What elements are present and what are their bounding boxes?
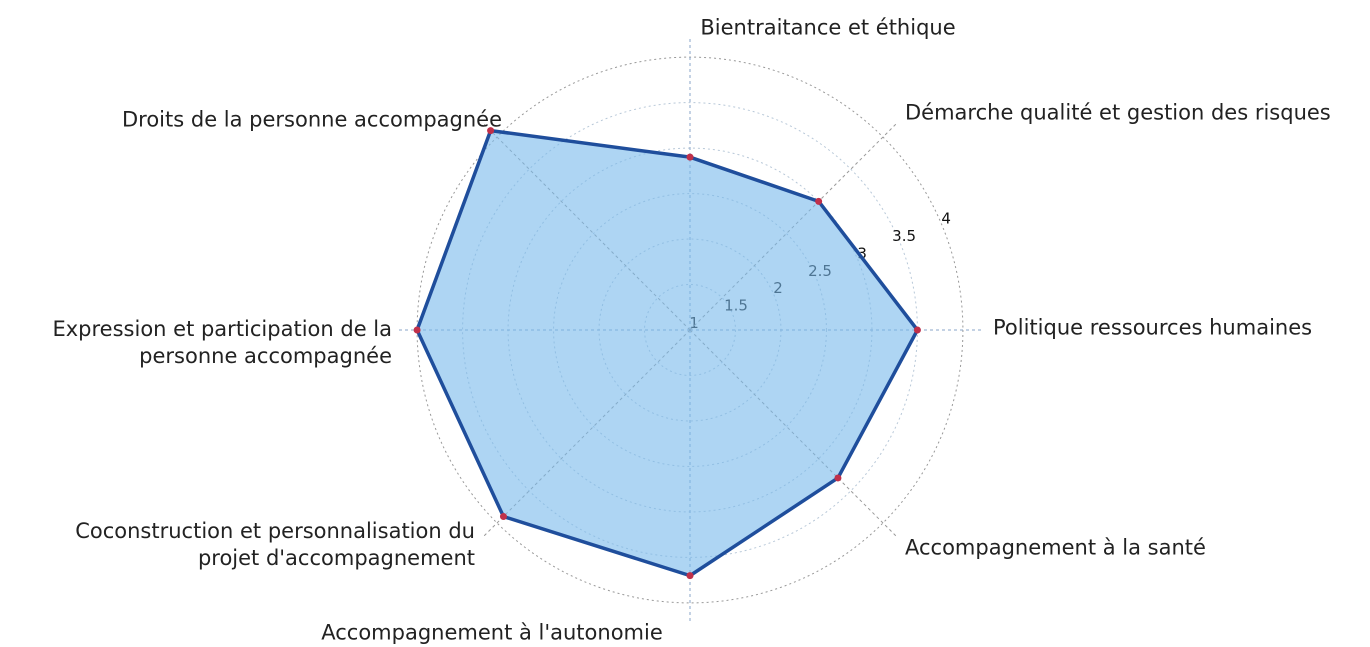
category-label: Coconstruction et personnalisation du pr… — [75, 519, 475, 570]
radar-point — [913, 326, 921, 334]
radar-point — [487, 127, 495, 135]
category-label: Politique ressources humaines — [993, 315, 1313, 340]
category-label: Démarche qualité et gestion des risques — [905, 100, 1331, 125]
y-tick-label: 3.5 — [892, 227, 916, 245]
radar-point — [834, 474, 842, 482]
y-tick-label: 4 — [941, 210, 951, 228]
category-label: Expression et participation de la person… — [52, 317, 392, 368]
category-label: Accompagnement à l'autonomie — [321, 620, 663, 645]
radar-point — [686, 572, 694, 580]
radar-point — [815, 197, 823, 205]
radar-area — [415, 128, 920, 578]
category-label: Droits de la personne accompagnée — [121, 107, 502, 132]
category-label: Bientraitance et éthique — [700, 15, 956, 40]
radar-point — [413, 326, 421, 334]
y-tick-label: 3 — [857, 244, 867, 262]
radar-point — [499, 513, 507, 521]
radar-point — [686, 153, 694, 161]
category-label: Accompagnement à la santé — [905, 535, 1206, 560]
